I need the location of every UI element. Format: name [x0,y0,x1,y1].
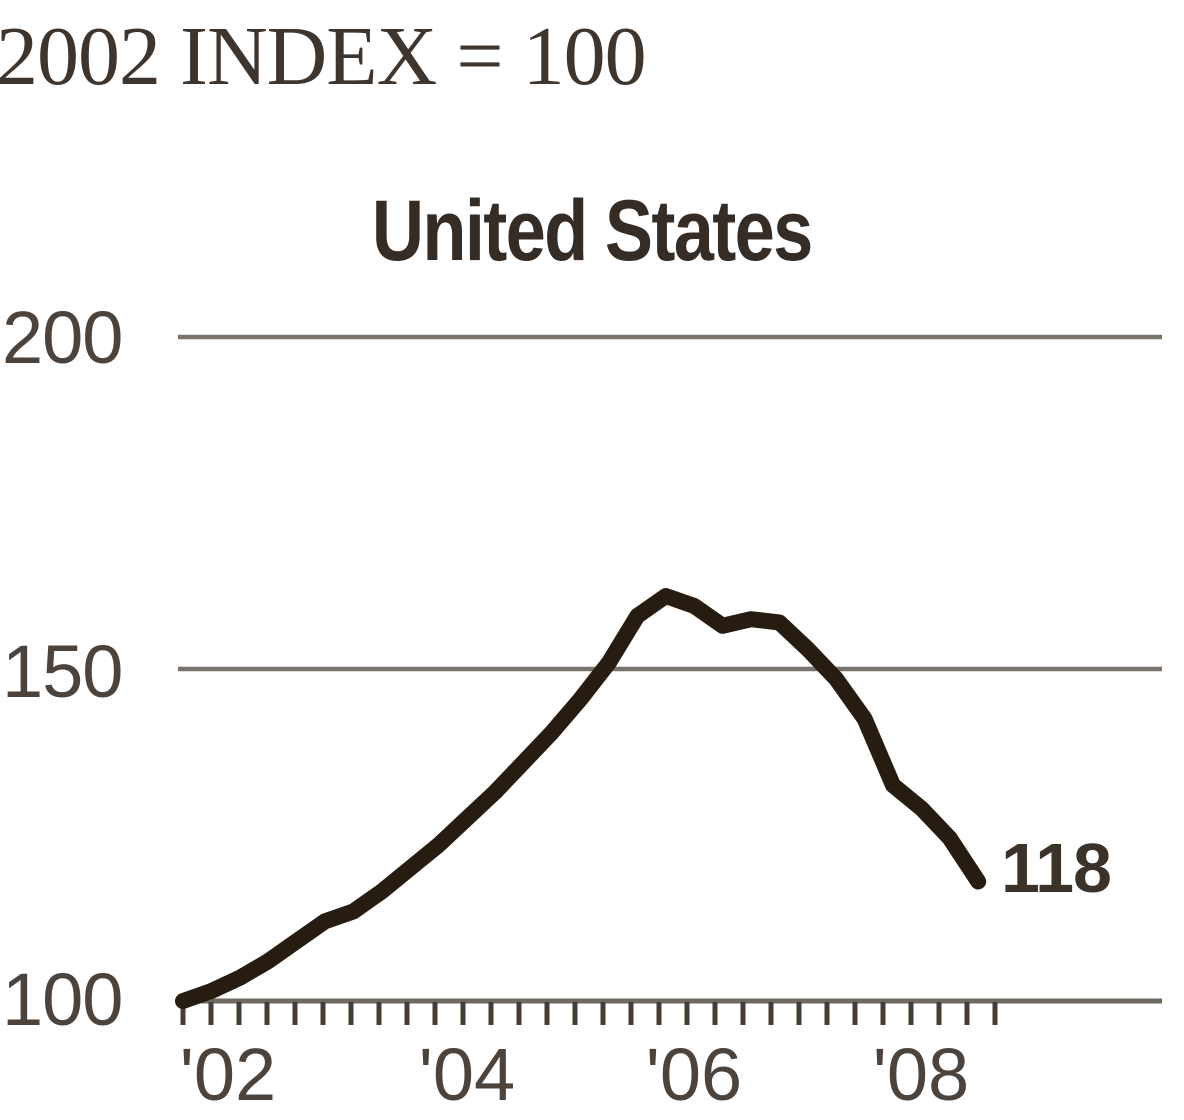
chart-title: United States [372,183,813,279]
series-line-united-states [175,588,987,1009]
x-axis-tick-label-06: '06 [645,1033,743,1116]
chart-title-container: United States [0,182,1184,281]
index-base-note: 2002 INDEX = 100 [0,10,647,103]
x-axis-tick-label-04: '04 [418,1033,516,1116]
y-axis-tick-label-200: 200 [2,296,123,379]
y-axis-tick-label-100: 100 [2,958,123,1041]
series-end-value-label: 118 [1001,829,1112,907]
x-axis-tick-label-02: '02 [179,1033,277,1116]
y-axis-tick-label-150: 150 [2,630,123,713]
x-axis-tick-label-08: '08 [872,1033,970,1116]
